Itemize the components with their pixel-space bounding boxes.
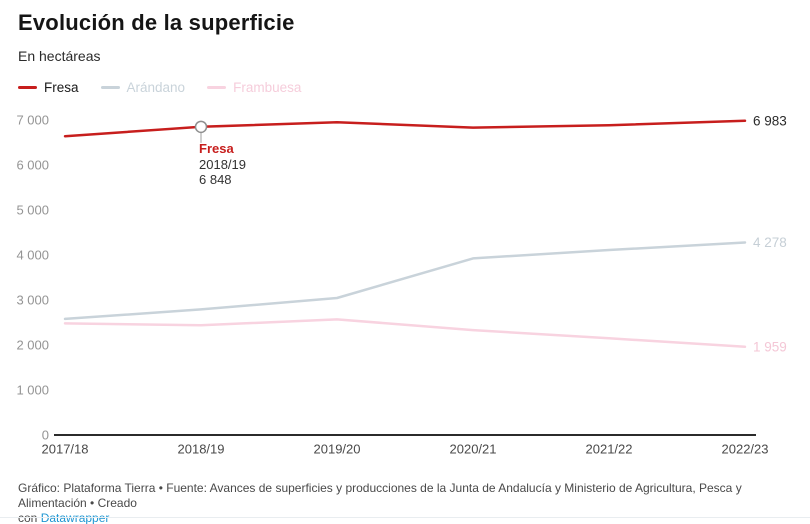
y-axis-tick-label: 0 <box>42 428 49 443</box>
footer-text: Gráfico: Plataforma Tierra • Fuente: Ava… <box>18 481 742 510</box>
x-axis-tick-label: 2022/23 <box>722 442 769 457</box>
tooltip-period: 2018/19 <box>199 156 246 172</box>
legend: Fresa Arándano Frambuesa <box>18 80 301 95</box>
legend-item-frambuesa[interactable]: Frambuesa <box>207 80 301 95</box>
legend-swatch-fresa <box>18 86 37 89</box>
y-axis-tick-label: 1 000 <box>16 383 49 398</box>
footer-credits: Gráfico: Plataforma Tierra • Fuente: Ava… <box>18 481 798 524</box>
y-axis-tick-label: 6 000 <box>16 158 49 173</box>
hover-tooltip: Fresa 2018/19 6 848 <box>199 141 246 188</box>
y-axis-tick-label: 7 000 <box>16 113 49 128</box>
legend-item-fresa[interactable]: Fresa <box>18 80 79 95</box>
y-axis-tick-label: 3 000 <box>16 293 49 308</box>
y-axis-tick-label: 4 000 <box>16 248 49 263</box>
x-axis-tick-label: 2017/18 <box>42 442 89 457</box>
end-value-label: 6 983 <box>753 113 787 128</box>
bottom-divider <box>0 517 810 518</box>
y-axis-tick-label: 5 000 <box>16 203 49 218</box>
legend-swatch-frambuesa <box>207 86 227 89</box>
chart-subtitle: En hectáreas <box>18 48 101 64</box>
x-axis-tick-label: 2019/20 <box>314 442 361 457</box>
legend-label-fresa: Fresa <box>44 80 79 95</box>
legend-label-frambuesa: Frambuesa <box>233 80 302 95</box>
legend-item-arandano[interactable]: Arándano <box>100 80 186 95</box>
x-axis-tick-label: 2018/19 <box>178 442 225 457</box>
legend-swatch-arandano <box>100 86 120 89</box>
line-arándano[interactable] <box>63 241 747 321</box>
legend-label-arandano: Arándano <box>126 80 186 95</box>
tooltip-value: 6 848 <box>199 172 232 187</box>
end-value-label: 1 959 <box>753 339 787 354</box>
x-axis-tick-label: 2020/21 <box>450 442 497 457</box>
tooltip-series-name: Fresa <box>199 141 234 156</box>
chart-title: Evolución de la superficie <box>18 10 295 35</box>
end-value-label: 4 278 <box>753 235 787 250</box>
x-axis-tick-label: 2021/22 <box>586 442 633 457</box>
y-axis-tick-label: 2 000 <box>16 338 49 353</box>
line-frambuesa[interactable] <box>63 318 747 349</box>
line-fresa[interactable] <box>63 119 747 138</box>
hover-marker[interactable] <box>194 120 208 134</box>
